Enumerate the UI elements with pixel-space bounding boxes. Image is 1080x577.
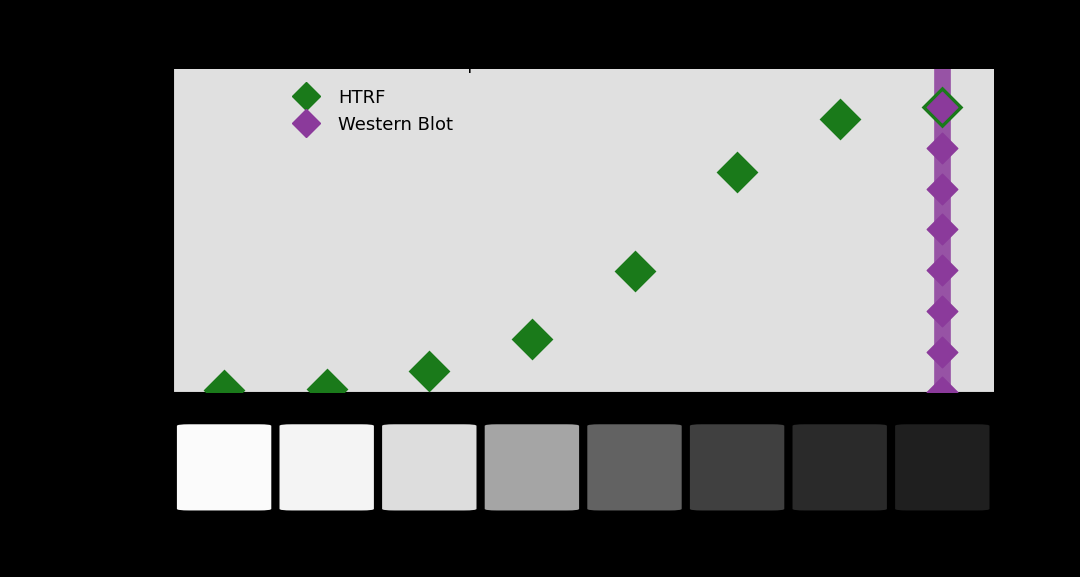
Point	[728, 167, 745, 177]
FancyBboxPatch shape	[177, 424, 271, 511]
Point	[933, 103, 950, 112]
Point	[933, 265, 950, 275]
FancyBboxPatch shape	[588, 424, 681, 511]
Point	[319, 384, 336, 393]
FancyBboxPatch shape	[485, 424, 579, 511]
Point	[933, 225, 950, 234]
Point	[832, 114, 849, 123]
Point	[933, 347, 950, 356]
FancyBboxPatch shape	[690, 424, 784, 511]
FancyBboxPatch shape	[895, 424, 989, 511]
FancyBboxPatch shape	[280, 424, 374, 511]
Point	[216, 386, 233, 395]
Point	[933, 306, 950, 316]
Point	[933, 143, 950, 152]
Point	[421, 367, 438, 376]
Legend: HTRF, Western Blot: HTRF, Western Blot	[281, 81, 460, 141]
Point	[626, 266, 644, 275]
Text: compared to Western Blot: compared to Western Blot	[432, 55, 648, 73]
Point	[933, 184, 950, 193]
Point	[933, 103, 950, 112]
X-axis label: EGF (ng/mL): EGF (ng/mL)	[527, 426, 639, 444]
Point	[933, 388, 950, 397]
Y-axis label: HTRF ratio x 10⁻³: HTRF ratio x 10⁻³	[129, 153, 147, 309]
FancyBboxPatch shape	[793, 424, 887, 511]
Point	[523, 335, 540, 344]
FancyBboxPatch shape	[382, 424, 476, 511]
Text: HTRF Phospho Y1604 ALK: HTRF Phospho Y1604 ALK	[338, 23, 742, 51]
